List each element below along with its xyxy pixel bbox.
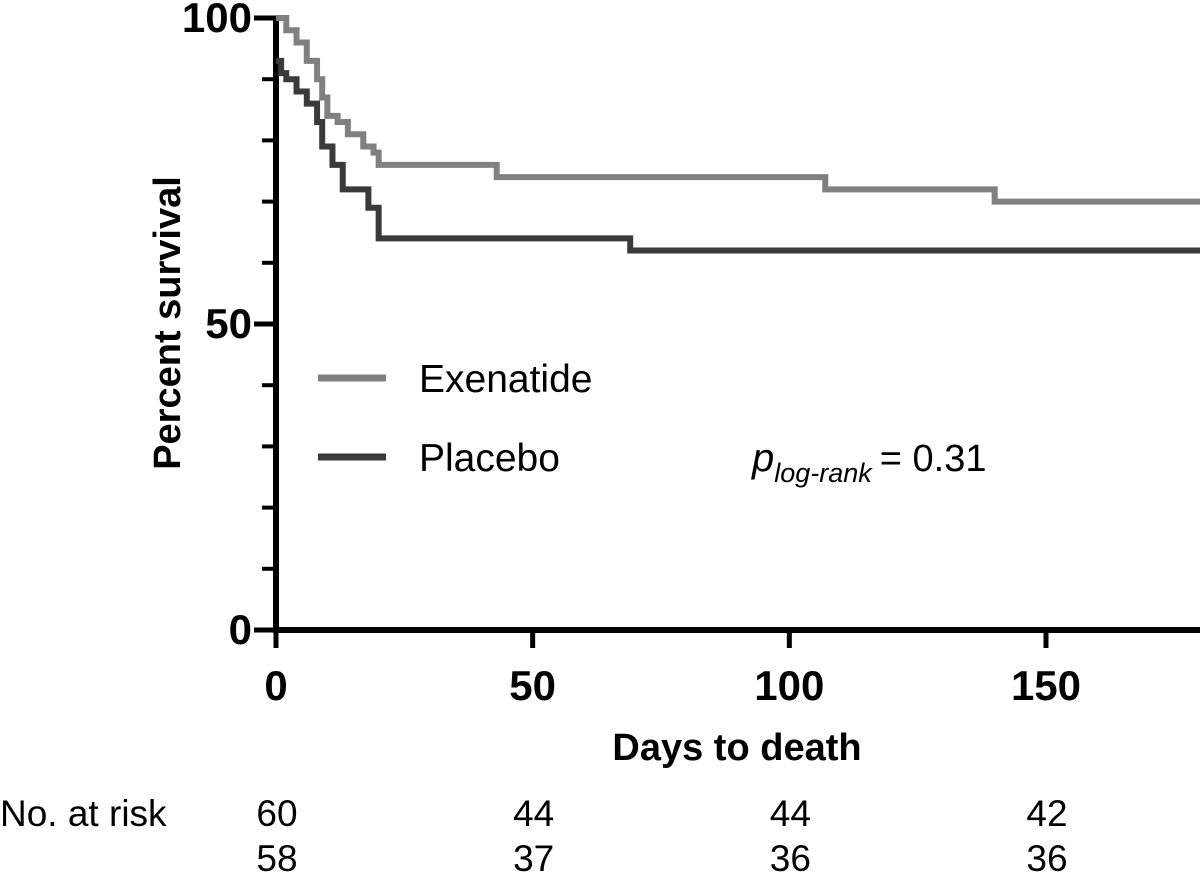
- at-risk-value-exenatide: 60: [256, 793, 297, 834]
- x-axis-title: Days to death: [612, 727, 861, 769]
- x-tick-label: 0: [264, 662, 287, 709]
- at-risk-value-placebo: 36: [770, 838, 811, 876]
- series-group: [276, 15, 1200, 254]
- legend: Exenatide Placebo: [318, 358, 592, 480]
- p-subscript: log-rank: [774, 458, 873, 488]
- x-tick-label: 150: [1011, 662, 1081, 709]
- at-risk-label: No. at risk: [0, 793, 167, 834]
- x-tick-label: 50: [509, 662, 556, 709]
- at-risk-value-placebo: 36: [1026, 838, 1067, 876]
- at-risk-value-placebo: 58: [256, 838, 297, 876]
- y-tick-label: 100: [182, 0, 252, 41]
- p-value-annotation: plog-rank = 0.31: [751, 436, 987, 488]
- p-value-text: = 0.31: [880, 438, 987, 480]
- at-risk-value-exenatide: 44: [770, 793, 811, 834]
- at-risk-value-placebo: 37: [513, 838, 554, 876]
- at-risk-value-exenatide: 42: [1026, 793, 1067, 834]
- legend-label-exenatide: Exenatide: [419, 358, 592, 401]
- at-risk-value-exenatide: 44: [513, 793, 554, 834]
- axes-group: [273, 18, 1200, 633]
- x-tick-label: 100: [754, 662, 824, 709]
- y-axis-title: Percent survival: [147, 176, 189, 470]
- legend-label-placebo: Placebo: [419, 437, 560, 480]
- ticks-group: 0 50 100 0 50 100 150: [182, 0, 1081, 709]
- series-line-exenatide: [276, 15, 1200, 205]
- at-risk-table: No. at risk 60 44 44 42 58 37 36 36: [0, 793, 1068, 876]
- series-line-placebo: [276, 57, 1200, 254]
- y-tick-label: 50: [205, 300, 252, 347]
- p-symbol: p: [751, 436, 774, 480]
- y-tick-label: 0: [229, 606, 252, 653]
